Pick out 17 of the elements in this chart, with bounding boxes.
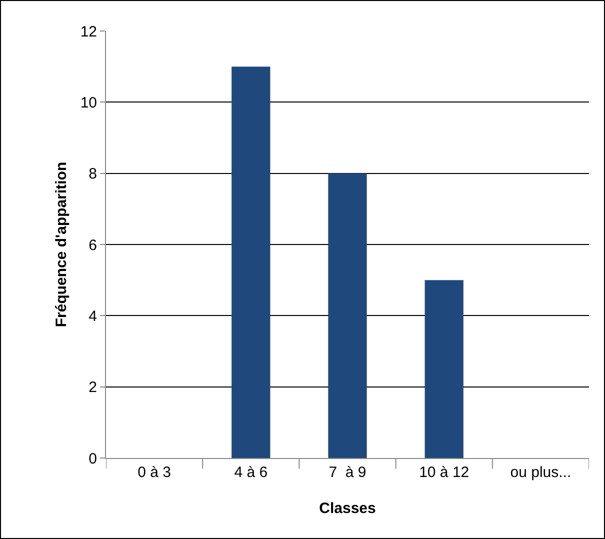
x-tick-label: 10 à 12 xyxy=(419,464,470,481)
y-tick-label: 10 xyxy=(80,94,97,112)
y-tick-label: 12 xyxy=(80,23,97,40)
y-tick-label: 8 xyxy=(88,166,97,183)
bar xyxy=(232,66,270,458)
y-tick-label: 6 xyxy=(88,236,97,254)
y-axis-title: Fréquence d'apparition xyxy=(53,162,70,328)
x-axis-title: Classes xyxy=(319,500,376,517)
x-tick-label: 0 à 3 xyxy=(138,464,171,481)
y-tick-label: 2 xyxy=(88,379,97,396)
y-tick-label: 4 xyxy=(88,308,97,325)
bar xyxy=(328,173,367,458)
x-tick-label: 7 à 9 xyxy=(328,464,366,481)
bar xyxy=(424,280,464,458)
x-tick-label: 4 à 6 xyxy=(234,464,268,481)
x-tick-label: ou plus... xyxy=(510,464,572,481)
y-tick-label: 0 xyxy=(88,450,97,468)
